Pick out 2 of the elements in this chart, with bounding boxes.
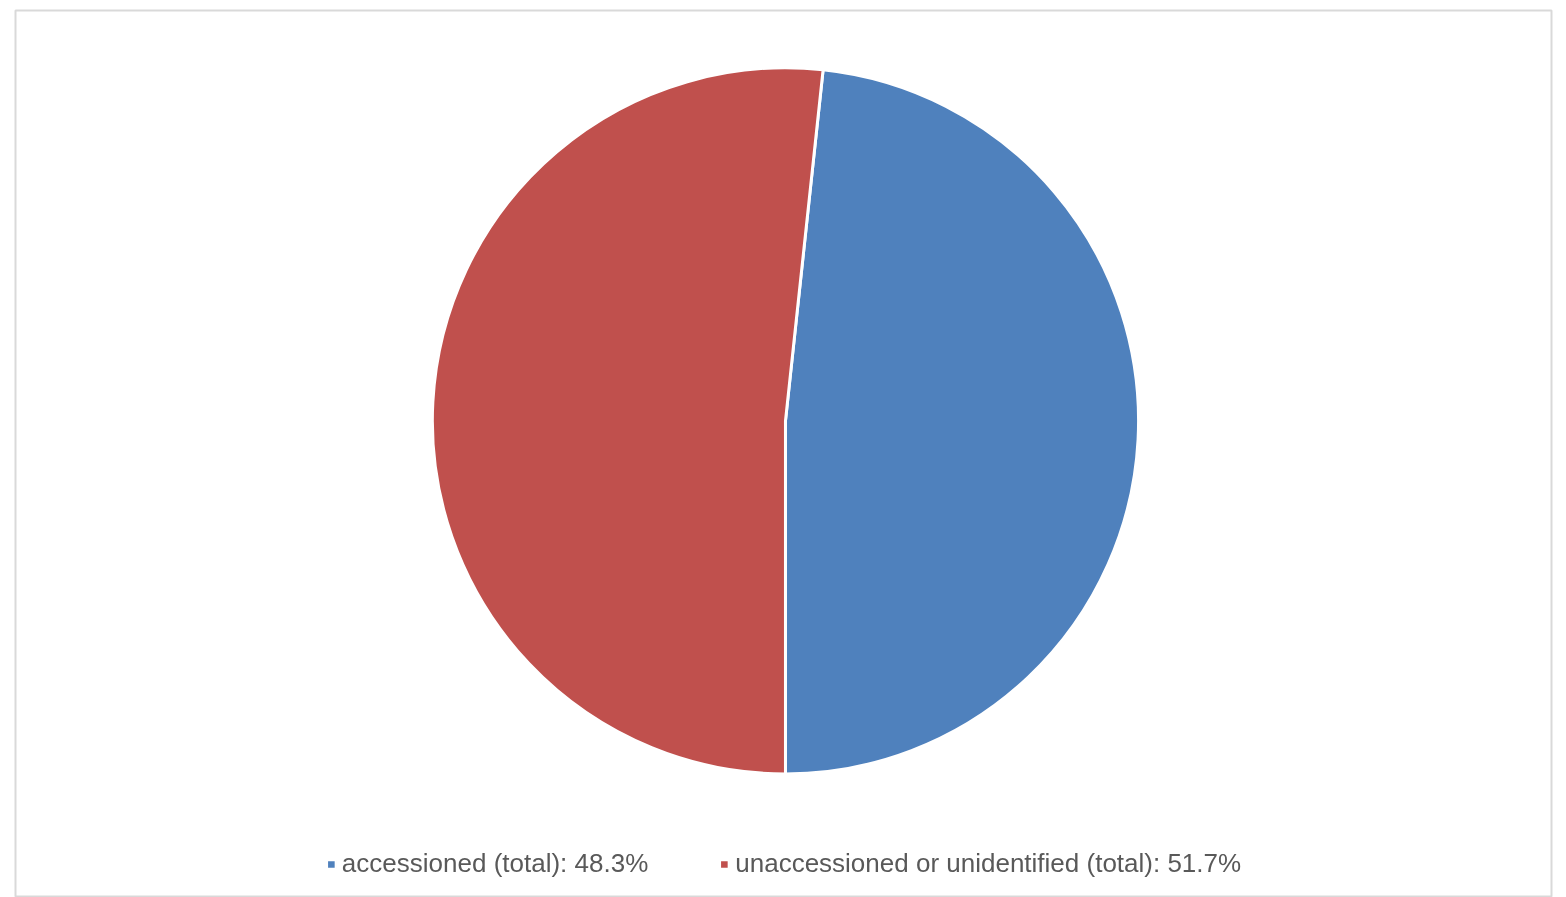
legend-label: unaccessioned or unidentified (total): 51.7% xyxy=(735,848,1242,879)
legend-label: accessioned (total): 48.3% xyxy=(341,848,649,879)
